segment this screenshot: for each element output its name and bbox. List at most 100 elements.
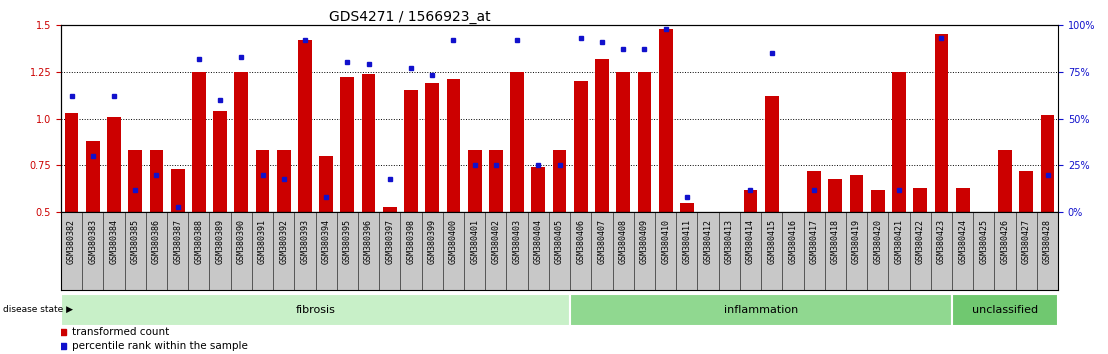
Text: GSM380403: GSM380403 — [513, 219, 522, 264]
Text: GSM380397: GSM380397 — [386, 219, 394, 264]
Text: GSM380418: GSM380418 — [831, 219, 840, 264]
Text: GSM380384: GSM380384 — [110, 219, 119, 264]
Bar — [913, 188, 927, 212]
Bar — [722, 212, 736, 227]
Bar — [298, 40, 311, 212]
Text: GSM380416: GSM380416 — [789, 219, 798, 264]
Bar — [595, 58, 609, 212]
Bar — [934, 34, 948, 212]
Bar — [765, 96, 779, 212]
Bar — [998, 150, 1012, 212]
Text: GSM380409: GSM380409 — [640, 219, 649, 264]
Bar — [129, 150, 142, 212]
Bar — [256, 150, 269, 212]
Bar — [743, 190, 758, 212]
Bar — [489, 150, 503, 212]
Bar — [468, 150, 482, 212]
Text: GSM380388: GSM380388 — [194, 219, 204, 264]
Text: GSM380402: GSM380402 — [491, 219, 501, 264]
Text: GSM380411: GSM380411 — [683, 219, 691, 264]
Bar — [277, 150, 290, 212]
Text: inflammation: inflammation — [724, 305, 798, 315]
Text: GSM380422: GSM380422 — [915, 219, 925, 264]
Bar — [383, 207, 397, 212]
Text: GSM380391: GSM380391 — [258, 219, 267, 264]
Bar — [574, 81, 587, 212]
Bar — [61, 294, 571, 326]
Bar — [553, 150, 566, 212]
Bar — [64, 113, 79, 212]
Bar — [340, 77, 355, 212]
Text: GSM380412: GSM380412 — [704, 219, 712, 264]
Text: GSM380408: GSM380408 — [618, 219, 628, 264]
Bar — [425, 83, 439, 212]
Text: percentile rank within the sample: percentile rank within the sample — [72, 341, 248, 350]
Bar — [213, 111, 227, 212]
Bar — [659, 29, 673, 212]
Bar — [171, 169, 185, 212]
Text: GSM380386: GSM380386 — [152, 219, 161, 264]
Text: GSM380393: GSM380393 — [300, 219, 309, 264]
Text: GSM380395: GSM380395 — [342, 219, 352, 264]
Bar — [952, 294, 1058, 326]
Text: GSM380396: GSM380396 — [365, 219, 373, 264]
Bar — [701, 212, 715, 237]
Bar — [850, 175, 863, 212]
Text: GSM380398: GSM380398 — [407, 219, 416, 264]
Text: GSM380421: GSM380421 — [894, 219, 903, 264]
Bar — [192, 72, 206, 212]
Text: GSM380406: GSM380406 — [576, 219, 585, 264]
Bar — [150, 150, 163, 212]
Bar — [680, 203, 694, 212]
Text: GSM380413: GSM380413 — [725, 219, 733, 264]
Text: GSM380426: GSM380426 — [1001, 219, 1009, 264]
Bar — [404, 90, 418, 212]
Text: GSM380392: GSM380392 — [279, 219, 288, 264]
Text: GSM380383: GSM380383 — [89, 219, 98, 264]
Bar — [235, 72, 248, 212]
Bar — [637, 72, 652, 212]
Text: GSM380419: GSM380419 — [852, 219, 861, 264]
Text: GSM380399: GSM380399 — [428, 219, 437, 264]
Text: GSM380425: GSM380425 — [979, 219, 988, 264]
Text: GSM380400: GSM380400 — [449, 219, 458, 264]
Bar — [107, 117, 121, 212]
Bar — [361, 74, 376, 212]
Bar — [1040, 115, 1055, 212]
Text: GSM380427: GSM380427 — [1022, 219, 1030, 264]
Bar — [616, 72, 630, 212]
Text: GSM380415: GSM380415 — [767, 219, 777, 264]
Text: GSM380390: GSM380390 — [237, 219, 246, 264]
Text: GSM380401: GSM380401 — [470, 219, 479, 264]
Text: GSM380404: GSM380404 — [534, 219, 543, 264]
Bar — [447, 79, 460, 212]
Text: GSM380428: GSM380428 — [1043, 219, 1051, 264]
Text: GSM380410: GSM380410 — [661, 219, 670, 264]
Text: GSM380424: GSM380424 — [958, 219, 967, 264]
Bar — [829, 179, 842, 212]
Bar — [86, 141, 100, 212]
Title: GDS4271 / 1566923_at: GDS4271 / 1566923_at — [329, 10, 491, 24]
Text: GSM380417: GSM380417 — [810, 219, 819, 264]
Bar — [532, 167, 545, 212]
Bar — [808, 171, 821, 212]
Bar — [956, 188, 970, 212]
Text: GSM380420: GSM380420 — [873, 219, 882, 264]
Text: GSM380382: GSM380382 — [68, 219, 76, 264]
Text: transformed count: transformed count — [72, 327, 170, 337]
Bar — [571, 294, 952, 326]
Bar — [786, 212, 800, 254]
Text: GSM380389: GSM380389 — [216, 219, 225, 264]
Text: disease state ▶: disease state ▶ — [3, 305, 73, 314]
Bar — [871, 190, 884, 212]
Text: GSM380387: GSM380387 — [173, 219, 182, 264]
Text: GSM380385: GSM380385 — [131, 219, 140, 264]
Text: GSM380407: GSM380407 — [597, 219, 606, 264]
Text: GSM380394: GSM380394 — [321, 219, 330, 264]
Text: fibrosis: fibrosis — [296, 305, 336, 315]
Bar — [1019, 171, 1033, 212]
Text: unclassified: unclassified — [972, 305, 1038, 315]
Bar — [892, 72, 906, 212]
Text: GSM380423: GSM380423 — [937, 219, 946, 264]
Bar — [510, 72, 524, 212]
